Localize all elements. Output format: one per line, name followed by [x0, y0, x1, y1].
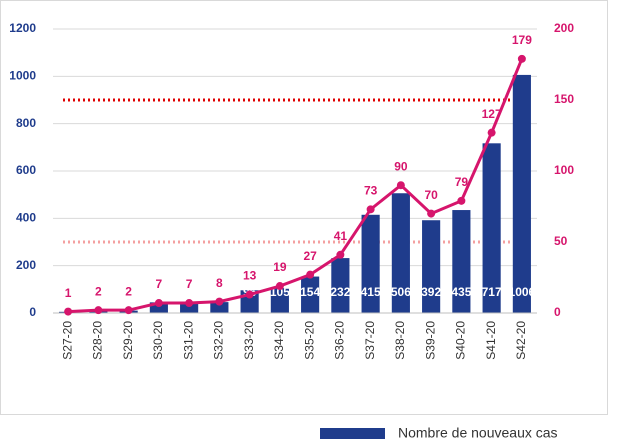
y2-tick-label: 200 — [554, 21, 574, 35]
line-point — [124, 306, 133, 315]
x-tick-label: S27-20 — [60, 321, 74, 360]
line-value-label: 70 — [424, 188, 438, 202]
line-value-label: 8 — [216, 276, 223, 290]
x-tick-label: S39-20 — [423, 321, 437, 360]
line-value-label: 1 — [65, 286, 72, 300]
bar — [512, 74, 531, 313]
bar-value-label: 40 — [182, 285, 196, 299]
line-point — [185, 299, 194, 308]
bar — [422, 220, 441, 313]
line-point — [457, 196, 466, 205]
line-point — [306, 270, 315, 279]
line-point — [487, 128, 496, 137]
bar-value-label: 45 — [152, 285, 166, 299]
line — [68, 58, 524, 314]
legend-label: Nombre de nouveaux cas — [398, 425, 558, 441]
line-value-label: 79 — [455, 175, 469, 189]
bar-value-label: 1006 — [509, 285, 536, 299]
line-value-label: 13 — [243, 269, 257, 283]
legend-swatch — [320, 428, 385, 439]
y2-tick-label: 150 — [554, 92, 574, 106]
x-tick-label: S32-20 — [212, 321, 226, 360]
y2-tick-label: 50 — [554, 234, 568, 248]
line-value-label: 2 — [95, 284, 102, 298]
x-tick-label: S34-20 — [272, 321, 286, 360]
line-point — [427, 209, 436, 218]
line-point — [245, 290, 254, 299]
x-tick-label: S33-20 — [242, 321, 256, 360]
y2-tick-label: 100 — [554, 163, 574, 177]
x-tick-label: S37-20 — [363, 321, 377, 360]
bar — [149, 302, 168, 313]
y-tick-label: 600 — [16, 163, 36, 177]
x-tick-label: S29-20 — [121, 321, 135, 360]
x-tick-label: S38-20 — [393, 321, 407, 360]
line-point — [154, 299, 163, 308]
y-tick-label: 800 — [16, 116, 36, 130]
bar — [452, 210, 471, 313]
line-value-label: 27 — [303, 249, 317, 263]
x-tick-label: S36-20 — [333, 321, 347, 360]
bar — [391, 193, 410, 313]
x-tick-label: S41-20 — [484, 321, 498, 360]
line-point — [396, 181, 405, 190]
bar — [301, 276, 320, 313]
bar-value-label: 392 — [421, 285, 441, 299]
line-value-label: 2 — [125, 284, 132, 298]
bar-value-label: 10 — [92, 285, 106, 299]
y2-tick-label: 0 — [554, 305, 561, 319]
line-value-label: 127 — [482, 107, 502, 121]
line-point — [215, 297, 224, 306]
line-point — [94, 306, 103, 315]
x-tick-label: S30-20 — [151, 321, 165, 360]
bar — [180, 303, 199, 313]
line-value-label: 7 — [186, 277, 193, 291]
y-tick-label: 0 — [29, 305, 36, 319]
bar-value-label: 506 — [391, 285, 411, 299]
bar-value-label: 232 — [330, 285, 350, 299]
bar — [331, 258, 350, 313]
bar-value-label: 5 — [65, 285, 72, 299]
line-value-label: 7 — [156, 277, 163, 291]
y-tick-label: 1000 — [9, 69, 36, 83]
bar — [270, 288, 289, 313]
line-value-label: 179 — [512, 33, 532, 47]
x-tick-label: S42-20 — [514, 321, 528, 360]
line-value-label: 41 — [334, 229, 348, 243]
y-tick-label: 200 — [16, 258, 36, 272]
y-tick-label: 1200 — [9, 21, 36, 35]
y-tick-label: 400 — [16, 211, 36, 225]
bar-value-label: 415 — [361, 285, 381, 299]
line-value-label: 19 — [273, 260, 287, 274]
bar-value-label: 46 — [213, 285, 227, 299]
line-point — [336, 250, 345, 259]
line-point — [517, 54, 526, 63]
bar — [361, 214, 380, 313]
bar — [482, 143, 501, 313]
bar-value-label: 10 — [122, 285, 136, 299]
x-tick-label: S40-20 — [454, 321, 468, 360]
x-tick-label: S35-20 — [302, 321, 316, 360]
bar-value-label: 154 — [300, 285, 320, 299]
line-point — [64, 307, 73, 316]
line-value-label: 90 — [394, 159, 408, 173]
line-point — [366, 205, 375, 214]
line-value-label: 73 — [364, 184, 378, 198]
bar-value-label: 435 — [451, 285, 471, 299]
x-tick-label: S28-20 — [91, 321, 105, 360]
line-point — [275, 282, 284, 291]
chart-border — [0, 0, 608, 415]
bar — [210, 302, 229, 313]
bar-value-label: 717 — [482, 285, 502, 299]
x-tick-label: S31-20 — [181, 321, 195, 360]
